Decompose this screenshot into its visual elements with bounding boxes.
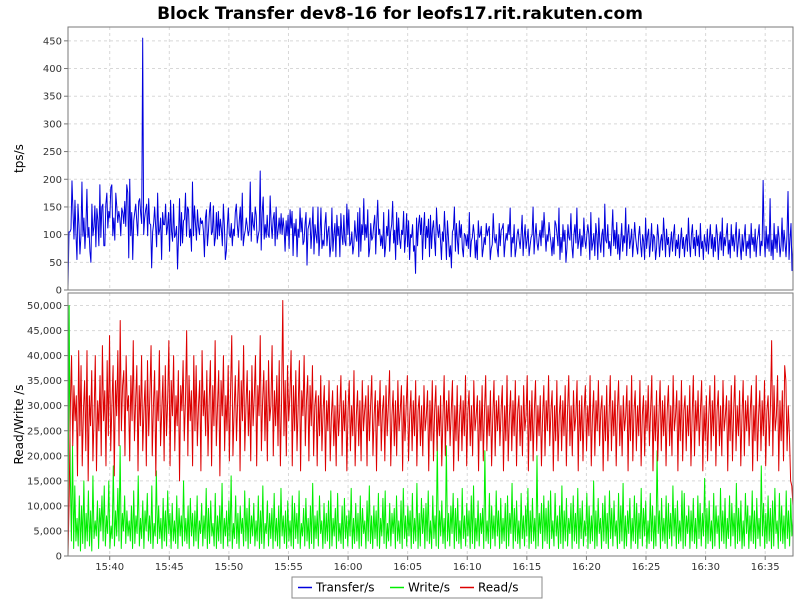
y-tick-label: 0: [56, 552, 62, 563]
series-line-write-s: [67, 305, 794, 556]
chart-title: Block Transfer dev8-16 for leofs17.rit.r…: [157, 4, 643, 24]
series-line-transfer-s: [67, 37, 794, 288]
x-tick-label: 16:30: [691, 562, 720, 573]
y-tick-label: 450: [43, 36, 62, 47]
y-tick-label: 40,000: [27, 351, 62, 362]
y-tick-label: 5,000: [33, 526, 62, 537]
x-tick-label: 16:20: [572, 562, 601, 573]
y-tick-label: 100: [43, 230, 62, 241]
y-tick-label: 250: [43, 147, 62, 158]
legend-label: Read/s: [478, 581, 518, 595]
x-tick-label: 16:35: [751, 562, 780, 573]
y-tick-label: 400: [43, 64, 62, 75]
y-tick-label: 30,000: [27, 401, 62, 412]
y-axis-label: Read/Write /s: [12, 385, 26, 465]
y-tick-label: 0: [56, 286, 62, 297]
x-tick-label: 15:55: [274, 562, 303, 573]
y-tick-label: 45,000: [27, 326, 62, 337]
y-tick-label: 150: [43, 202, 62, 213]
x-tick-label: 15:50: [214, 562, 243, 573]
y-tick-label: 25,000: [27, 426, 62, 437]
y-tick-label: 350: [43, 92, 62, 103]
x-tick-label: 15:40: [95, 562, 124, 573]
y-tick-label: 50,000: [27, 301, 62, 312]
x-tick-label: 15:45: [155, 562, 184, 573]
y-tick-label: 15,000: [27, 476, 62, 487]
y-tick-label: 300: [43, 119, 62, 130]
x-tick-label: 16:25: [632, 562, 661, 573]
x-tick-label: 16:05: [393, 562, 422, 573]
panel-1: 0 50 100 150 200 250 300 350 400 450 tps/s: [12, 26, 794, 297]
y-tick-label: 20,000: [27, 451, 62, 462]
plot-frame: [67, 26, 794, 291]
y-axis-label: tps/s: [12, 144, 26, 173]
legend-label: Transfer/s: [315, 581, 375, 595]
plot-frame: [67, 292, 794, 557]
legend-box: [291, 576, 543, 599]
y-tick-label: 200: [43, 175, 62, 186]
x-tick-label: 16:00: [334, 562, 363, 573]
y-tick-label: 50: [49, 258, 62, 269]
y-tick-label: 35,000: [27, 376, 62, 387]
y-tick-label: 10,000: [27, 501, 62, 512]
legend-label: Write/s: [408, 581, 450, 595]
series-line-read-s: [67, 300, 794, 557]
x-tick-label: 16:15: [512, 562, 541, 573]
x-tick-label: 16:10: [453, 562, 482, 573]
panel-2: 0 5,000 10,000 15,000 20,000 25,000 30,000 35,0…: [12, 292, 794, 563]
